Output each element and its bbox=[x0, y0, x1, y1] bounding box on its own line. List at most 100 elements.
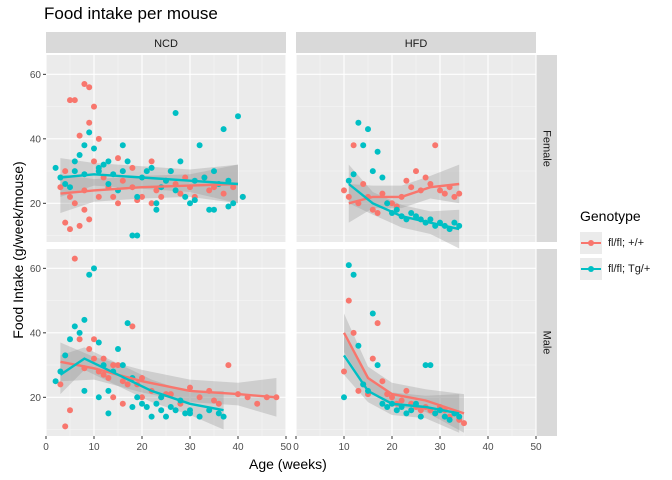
trend-line bbox=[60, 182, 239, 195]
data-point bbox=[62, 352, 69, 359]
data-point bbox=[196, 413, 203, 420]
data-point bbox=[115, 345, 121, 352]
data-point bbox=[52, 378, 59, 385]
data-point bbox=[341, 394, 347, 401]
confidence-band bbox=[60, 164, 239, 213]
data-point bbox=[76, 336, 83, 343]
data-point bbox=[432, 410, 439, 417]
x-tick-label: 50 bbox=[530, 442, 542, 453]
data-point bbox=[379, 190, 386, 197]
data-point bbox=[369, 310, 376, 317]
data-point bbox=[191, 197, 198, 204]
data-point bbox=[413, 168, 419, 175]
data-point bbox=[110, 362, 117, 369]
data-point bbox=[187, 384, 193, 391]
facet-strip bbox=[536, 55, 557, 242]
data-point bbox=[437, 187, 443, 194]
data-point bbox=[369, 168, 376, 175]
x-tick-label: 10 bbox=[88, 442, 100, 453]
data-point bbox=[62, 168, 69, 175]
x-tick-label: 20 bbox=[136, 442, 148, 453]
data-point bbox=[446, 416, 453, 423]
data-point bbox=[105, 410, 112, 417]
trend-line bbox=[59, 357, 224, 412]
data-point bbox=[86, 119, 93, 126]
data-point bbox=[95, 394, 102, 401]
data-point bbox=[95, 164, 102, 171]
data-point bbox=[196, 142, 203, 149]
x-tick-label: 30 bbox=[434, 442, 446, 453]
data-point bbox=[153, 187, 160, 194]
trend-line bbox=[342, 332, 465, 415]
data-point bbox=[408, 184, 415, 191]
trend-line bbox=[348, 183, 460, 231]
data-point bbox=[215, 400, 222, 407]
data-point bbox=[67, 193, 73, 200]
data-point bbox=[350, 329, 357, 336]
data-point bbox=[341, 368, 347, 375]
data-point bbox=[71, 168, 78, 175]
y-tick-label: 60 bbox=[30, 70, 42, 81]
data-point bbox=[182, 193, 189, 200]
data-point bbox=[67, 407, 73, 414]
data-point bbox=[389, 200, 395, 207]
data-point bbox=[139, 193, 145, 200]
data-point bbox=[167, 403, 174, 410]
facet-column-label: NCD bbox=[154, 38, 178, 50]
legend-label: fl/fl; Tg/+ bbox=[608, 263, 651, 275]
data-point bbox=[134, 193, 141, 200]
data-point bbox=[57, 174, 64, 181]
data-point bbox=[369, 355, 376, 362]
data-point bbox=[417, 407, 424, 414]
data-point bbox=[220, 413, 227, 420]
data-point bbox=[379, 378, 386, 385]
data-point bbox=[67, 336, 73, 343]
facet-column-label: HFD bbox=[405, 38, 428, 50]
data-point bbox=[211, 206, 217, 213]
data-point bbox=[408, 407, 415, 414]
data-point bbox=[105, 180, 112, 187]
trend-line bbox=[60, 173, 239, 186]
data-point bbox=[76, 132, 83, 139]
data-point bbox=[456, 413, 463, 420]
data-point bbox=[355, 342, 362, 349]
data-point bbox=[105, 387, 112, 394]
data-point bbox=[403, 177, 410, 184]
facet-row-label: Female bbox=[541, 130, 553, 167]
data-point bbox=[153, 206, 160, 213]
data-point bbox=[374, 209, 381, 216]
y-axis-label: Food Intake (g/week/mouse) bbox=[10, 161, 26, 339]
confidence-band bbox=[60, 158, 239, 204]
data-point bbox=[230, 200, 237, 207]
data-point bbox=[71, 158, 78, 165]
data-point bbox=[374, 148, 381, 155]
data-point bbox=[139, 394, 145, 401]
x-tick-label: 30 bbox=[184, 442, 196, 453]
data-point bbox=[427, 180, 434, 187]
data-point bbox=[172, 187, 179, 194]
data-point bbox=[211, 168, 217, 175]
data-point bbox=[76, 222, 83, 229]
data-point bbox=[115, 200, 121, 207]
data-point bbox=[76, 329, 83, 336]
data-point bbox=[456, 222, 463, 229]
data-point bbox=[211, 397, 217, 404]
data-point bbox=[105, 158, 112, 165]
data-point bbox=[427, 216, 434, 223]
data-point bbox=[67, 184, 73, 191]
data-point bbox=[345, 193, 352, 200]
data-point bbox=[379, 174, 386, 181]
data-point bbox=[91, 336, 97, 343]
legend-item: fl/fl; +/+ bbox=[580, 230, 650, 256]
data-point bbox=[422, 362, 429, 369]
data-point bbox=[124, 158, 131, 165]
data-point bbox=[254, 400, 261, 407]
x-tick-label: 50 bbox=[280, 442, 292, 453]
data-point bbox=[124, 320, 131, 327]
data-point bbox=[215, 410, 222, 417]
data-point bbox=[62, 423, 69, 430]
data-point bbox=[350, 142, 357, 149]
data-point bbox=[273, 394, 280, 401]
data-point bbox=[81, 206, 88, 213]
data-point bbox=[52, 164, 59, 171]
